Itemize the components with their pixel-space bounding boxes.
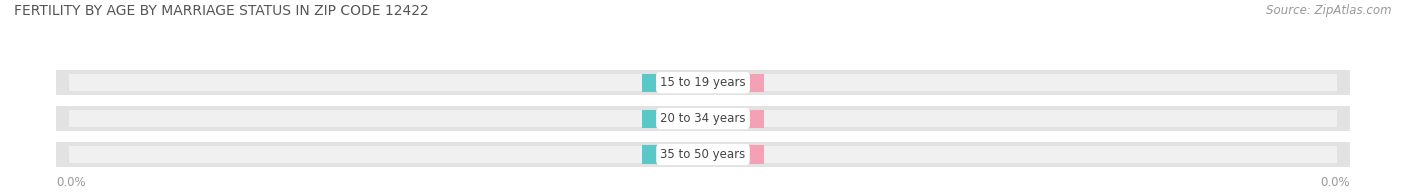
Bar — [56, 106, 1350, 131]
Bar — [56, 142, 1350, 167]
Text: 0.0%: 0.0% — [721, 113, 749, 124]
Bar — [706, 74, 765, 92]
Bar — [641, 145, 700, 164]
Bar — [56, 70, 1350, 95]
Text: FERTILITY BY AGE BY MARRIAGE STATUS IN ZIP CODE 12422: FERTILITY BY AGE BY MARRIAGE STATUS IN Z… — [14, 4, 429, 18]
Bar — [69, 74, 1337, 92]
Bar — [641, 110, 700, 128]
Text: 35 to 50 years: 35 to 50 years — [661, 148, 745, 161]
Text: 0.0%: 0.0% — [657, 113, 685, 124]
Text: 0.0%: 0.0% — [657, 78, 685, 88]
Bar — [706, 110, 765, 128]
Text: 0.0%: 0.0% — [657, 150, 685, 160]
Text: 0.0%: 0.0% — [721, 78, 749, 88]
Bar — [641, 74, 700, 92]
Text: 0.0%: 0.0% — [721, 150, 749, 160]
Bar — [69, 146, 1337, 163]
Text: Source: ZipAtlas.com: Source: ZipAtlas.com — [1267, 4, 1392, 17]
Text: 20 to 34 years: 20 to 34 years — [661, 112, 745, 125]
Text: 0.0%: 0.0% — [1320, 176, 1350, 189]
Bar — [69, 110, 1337, 127]
Text: 15 to 19 years: 15 to 19 years — [661, 76, 745, 89]
Text: 0.0%: 0.0% — [56, 176, 86, 189]
Bar — [706, 145, 765, 164]
